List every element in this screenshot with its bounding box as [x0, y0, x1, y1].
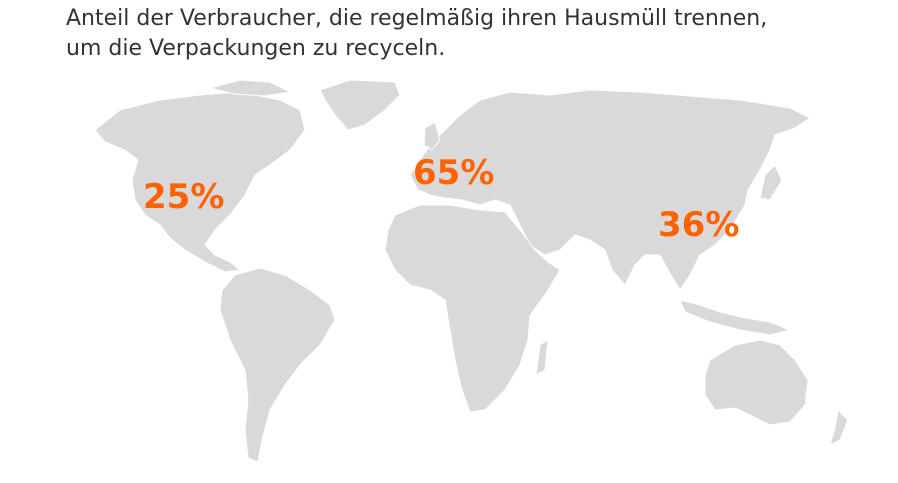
continents [94, 79, 849, 463]
africa [384, 204, 561, 413]
greenland [319, 79, 401, 131]
madagascar [535, 339, 549, 376]
australia [704, 339, 809, 426]
eurasia [409, 89, 811, 291]
north-america [94, 91, 306, 273]
south-america [219, 267, 336, 463]
title: Anteil der Verbraucher, die regelmäßig i… [66, 4, 767, 64]
title-line: Anteil der Verbraucher, die regelmäßig i… [66, 6, 768, 31]
britain [423, 121, 441, 151]
new-zealand [829, 408, 849, 446]
region-label: 65% [413, 153, 494, 193]
indonesia [679, 299, 792, 336]
title-line: um die Verpackungen zu recyceln. [66, 36, 446, 61]
region-label: 36% [658, 205, 739, 245]
japan [759, 164, 783, 201]
region-label: 25% [143, 177, 224, 217]
arctic-islands [209, 79, 292, 97]
